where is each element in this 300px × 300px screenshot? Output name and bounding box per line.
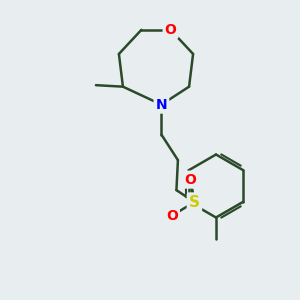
Text: O: O	[184, 172, 196, 187]
Text: S: S	[189, 195, 200, 210]
Text: O: O	[165, 23, 176, 37]
Text: O: O	[166, 208, 178, 223]
Text: N: N	[156, 98, 167, 112]
